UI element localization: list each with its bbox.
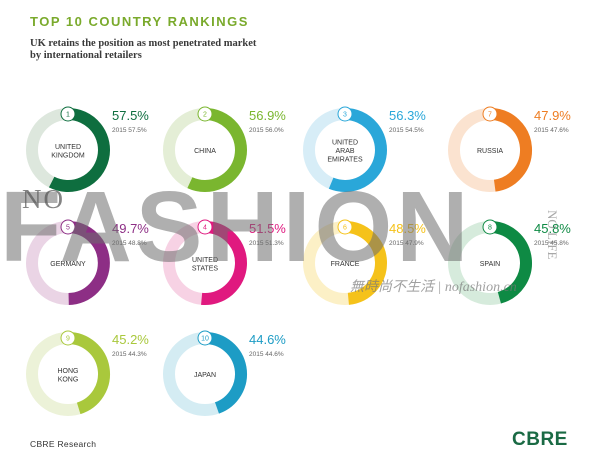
rank-number: 5 [66,225,70,232]
value-label: 47.9% [534,108,571,123]
chart-subtitle: UK retains the position as most penetrat… [30,38,330,62]
donut-item: 10 JAPAN 44.6% 2015 44.6% [163,330,286,416]
country-label: HONG [58,368,79,375]
donut-value-arc [344,221,387,305]
rank-badge [60,106,76,122]
rank-badge [337,219,353,235]
rank-badge [197,106,213,122]
donut-value-arc [67,332,110,415]
value-label: 49.7% [112,221,149,236]
donut-value-arc [328,108,387,192]
rank-number: 8 [488,225,492,232]
rank-number: 6 [343,225,347,232]
source-note: CBRE Research [30,439,97,449]
rank-badge [337,106,353,122]
donut-item: 2 CHINA 56.9% 2015 56.0% [163,106,286,192]
previous-year-label: 2015 48.8% [112,240,147,247]
country-label: RUSSIA [477,148,503,155]
country-label: KONG [58,376,79,383]
chart-title: TOP 10 COUNTRY RANKINGS [30,14,249,29]
value-label: 45.8% [534,221,571,236]
donut-value-arc [489,108,532,192]
previous-year-label: 2015 57.5% [112,127,147,134]
country-label: SPAIN [480,261,501,268]
rank-number: 4 [203,225,207,232]
donut-item: 5 GERMANY 49.7% 2015 48.8% [26,219,149,305]
rank-number: 2 [203,112,207,119]
donut-item: 7 RUSSIA 47.9% 2015 47.6% [448,106,571,192]
value-label: 56.9% [249,108,286,123]
country-label: ARAB [335,148,354,155]
donut-value-arc [48,108,110,192]
value-label: 48.5% [389,221,426,236]
rank-badge [482,106,498,122]
country-label: GERMANY [50,261,86,268]
value-label: 45.2% [112,332,149,347]
subtitle-line: UK retains the position as most penetrat… [30,38,257,49]
previous-year-label: 2015 56.0% [249,127,284,134]
previous-year-label: 2015 47.9% [389,240,424,247]
rank-badge [60,330,76,346]
value-label: 51.5% [249,221,286,236]
donut-value-arc [67,221,110,305]
value-label: 57.5% [112,108,149,123]
rank-badge [482,219,498,235]
previous-year-label: 2015 47.6% [534,127,569,134]
previous-year-label: 2015 44.3% [112,351,147,358]
previous-year-label: 2015 54.5% [389,127,424,134]
country-label: JAPAN [194,372,216,379]
rank-number: 7 [488,112,492,119]
country-label: EMIRATES [327,157,363,164]
previous-year-label: 2015 51.3% [249,240,284,247]
previous-year-label: 2015 44.6% [249,351,284,358]
country-label: UNITED [55,144,81,151]
previous-year-label: 2015 45.8% [534,240,569,247]
country-label: KINGDOM [51,152,85,159]
donut-value-arc [187,108,247,192]
country-label: FRANCE [331,261,360,268]
donut-value-arc [489,221,532,304]
donut-item: 8 SPAIN 45.8% 2015 45.8% [448,219,571,305]
country-label: CHINA [194,148,216,155]
rank-number: 10 [201,336,209,343]
rank-number: 1 [66,112,70,119]
rank-badge [197,330,213,346]
rank-badge [60,219,76,235]
donut-item: 6 FRANCE 48.5% 2015 47.9% [303,219,426,305]
country-label: UNITED [192,257,218,264]
value-label: 56.3% [389,108,426,123]
donut-value-arc [201,221,247,305]
subtitle-line: by international retailers [30,50,142,61]
donut-value-arc [204,332,247,414]
cbre-logo: CBRE [512,429,568,450]
rank-number: 3 [343,112,347,119]
rank-badge [197,219,213,235]
value-label: 44.6% [249,332,286,347]
country-label: STATES [192,265,219,272]
rank-number: 9 [66,336,70,343]
country-label: UNITED [332,140,358,147]
